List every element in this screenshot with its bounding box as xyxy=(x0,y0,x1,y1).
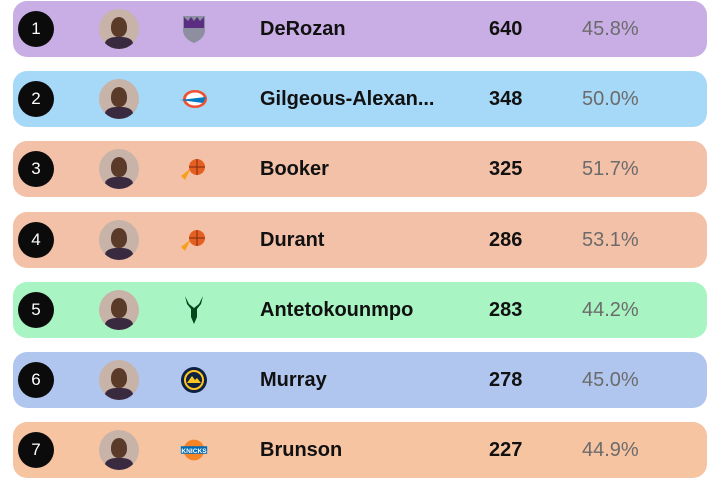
player-name: Brunson xyxy=(260,439,343,462)
player-row[interactable]: 6 Murray 278 45.0% xyxy=(13,352,707,408)
rank-badge: 2 xyxy=(18,81,54,118)
player-name: Durant xyxy=(260,228,325,251)
player-count: 227 xyxy=(489,439,523,462)
player-row[interactable]: 3 Booker 325 51.7% xyxy=(13,141,707,198)
player-name: Gilgeous-Alexan... xyxy=(260,88,435,111)
player-count: 283 xyxy=(489,298,523,321)
player-row[interactable]: 1 DeRozan 640 45.8% xyxy=(13,1,707,57)
player-count: 640 xyxy=(489,18,523,40)
player-percentage: 50.0% xyxy=(582,88,639,111)
player-avatar xyxy=(99,289,139,330)
rank-badge: 7 xyxy=(18,432,54,469)
player-count: 348 xyxy=(489,88,523,111)
rank-badge: 4 xyxy=(18,221,54,258)
player-count: 286 xyxy=(489,228,523,251)
player-count: 325 xyxy=(489,158,523,181)
suns-logo-icon xyxy=(178,153,210,185)
thunder-logo-icon xyxy=(178,83,210,115)
nuggets-logo-icon xyxy=(178,364,210,396)
player-avatar xyxy=(99,9,139,49)
player-avatar xyxy=(99,149,139,190)
player-row[interactable]: 5 Antetokounmpo 283 44.2% xyxy=(13,281,707,338)
player-row[interactable]: 4 Durant 286 53.1% xyxy=(13,211,707,268)
svg-text:KNICKS: KNICKS xyxy=(181,448,207,455)
bucks-logo-icon xyxy=(178,294,210,326)
player-percentage: 45.0% xyxy=(582,369,639,391)
player-percentage: 44.2% xyxy=(582,298,639,321)
player-percentage: 44.9% xyxy=(582,439,639,462)
rank-badge: 3 xyxy=(18,151,54,188)
player-percentage: 51.7% xyxy=(582,158,639,181)
player-row[interactable]: 2 Gilgeous-Alexan... 348 50.0% xyxy=(13,71,707,128)
player-avatar xyxy=(99,430,139,471)
player-name: Murray xyxy=(260,369,327,391)
player-percentage: 45.8% xyxy=(582,18,639,40)
rank-badge: 5 xyxy=(18,291,54,328)
rank-badge: 1 xyxy=(18,11,54,47)
player-name: Booker xyxy=(260,158,329,181)
player-percentage: 53.1% xyxy=(582,228,639,251)
rank-badge: 6 xyxy=(18,362,54,398)
player-avatar xyxy=(99,360,139,400)
player-avatar xyxy=(99,219,139,260)
player-avatar xyxy=(99,79,139,120)
player-count: 278 xyxy=(489,369,523,391)
kings-logo-icon xyxy=(178,13,210,45)
knicks-logo-icon: KNICKS xyxy=(178,434,210,466)
player-row[interactable]: 7 KNICKS Brunson 227 44.9% xyxy=(13,422,707,479)
player-name: Antetokounmpo xyxy=(260,298,414,321)
suns-logo-icon xyxy=(178,224,210,256)
player-name: DeRozan xyxy=(260,18,346,40)
